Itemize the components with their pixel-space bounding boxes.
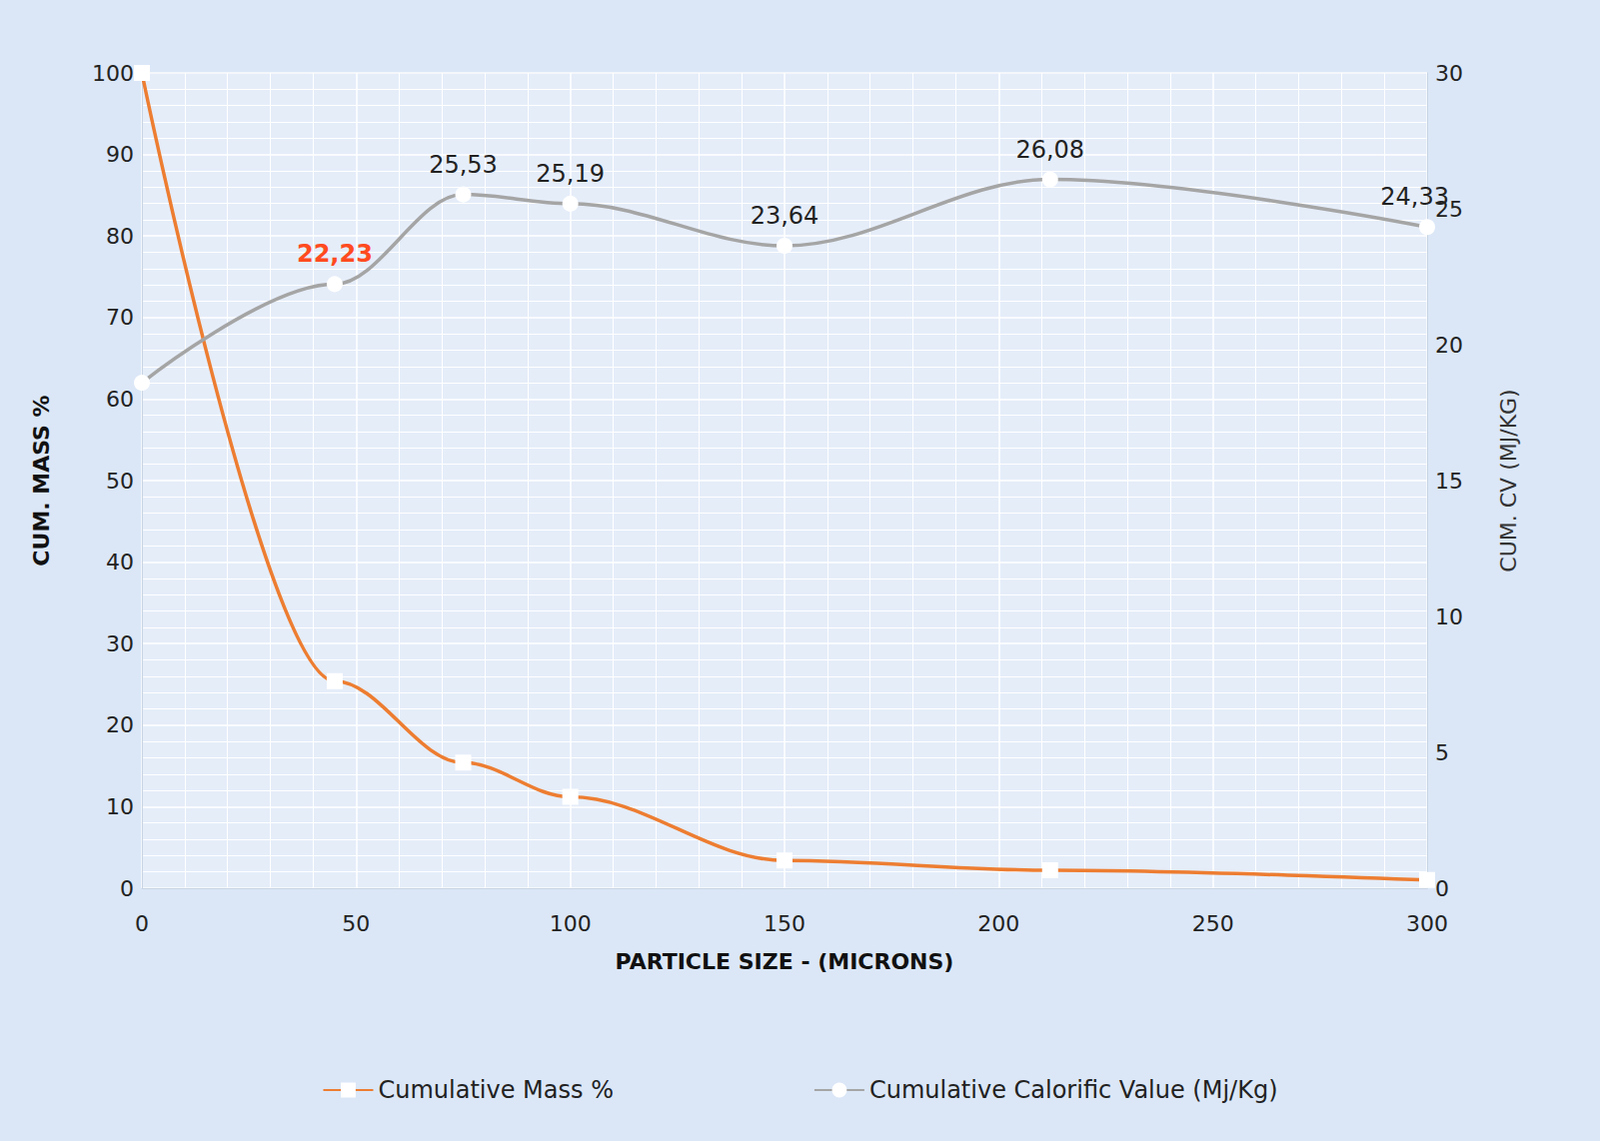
svg-text:25,19: 25,19 xyxy=(535,159,605,188)
svg-text:50: 50 xyxy=(341,911,370,937)
svg-text:50: 50 xyxy=(105,468,134,494)
svg-text:5: 5 xyxy=(1435,740,1450,766)
svg-text:22,23: 22,23 xyxy=(296,239,373,268)
svg-text:0: 0 xyxy=(1435,876,1450,902)
svg-text:15: 15 xyxy=(1435,468,1464,494)
svg-text:24,33: 24,33 xyxy=(1380,182,1450,211)
svg-text:25,53: 25,53 xyxy=(428,150,498,179)
svg-text:300: 300 xyxy=(1406,911,1449,937)
svg-text:100: 100 xyxy=(549,911,592,937)
svg-text:10: 10 xyxy=(1435,604,1464,630)
svg-text:30: 30 xyxy=(1435,60,1464,86)
svg-text:200: 200 xyxy=(977,911,1020,937)
svg-text:70: 70 xyxy=(105,304,134,330)
svg-text:20: 20 xyxy=(105,712,134,738)
svg-text:150: 150 xyxy=(763,911,806,937)
svg-text:30: 30 xyxy=(105,631,134,657)
svg-text:PARTICLE SIZE - (MICRONS): PARTICLE SIZE - (MICRONS) xyxy=(615,949,955,975)
svg-text:80: 80 xyxy=(105,223,134,249)
svg-text:23,64: 23,64 xyxy=(750,201,820,230)
svg-text:Cumulative Mass %: Cumulative Mass % xyxy=(377,1076,613,1105)
svg-text:40: 40 xyxy=(105,549,134,575)
svg-text:20: 20 xyxy=(1435,332,1464,358)
svg-text:0: 0 xyxy=(134,911,149,937)
svg-text:Cumulative Calorific Value (Mj: Cumulative Calorific Value (Mj/Kg) xyxy=(869,1076,1279,1105)
svg-text:250: 250 xyxy=(1192,911,1235,937)
svg-text:CUM. CV (MJ/KG): CUM. CV (MJ/KG) xyxy=(1496,388,1522,572)
svg-text:10: 10 xyxy=(105,794,134,820)
svg-text:0: 0 xyxy=(119,876,134,902)
svg-text:90: 90 xyxy=(105,141,134,167)
svg-text:25: 25 xyxy=(1435,196,1464,222)
svg-text:CUM. MASS %: CUM. MASS % xyxy=(28,394,54,566)
svg-text:100: 100 xyxy=(91,60,134,86)
svg-text:60: 60 xyxy=(105,386,134,412)
svg-text:26,08: 26,08 xyxy=(1015,135,1085,164)
